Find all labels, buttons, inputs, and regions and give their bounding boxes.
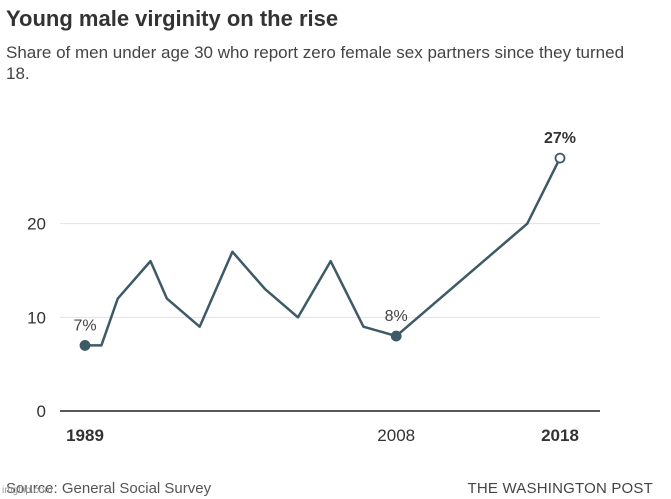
publisher-credit: THE WASHINGTON POST bbox=[467, 480, 653, 497]
series-line-0 bbox=[83, 156, 562, 347]
x-tick-label-1989: 1989 bbox=[66, 426, 104, 445]
x-tick-label-2018: 2018 bbox=[541, 426, 579, 445]
data-label-2018: 27% bbox=[544, 130, 576, 147]
y-tick-label-20: 20 bbox=[27, 215, 46, 234]
data-label-1989: 7% bbox=[73, 317, 96, 334]
x-tick-label-2008: 2008 bbox=[377, 426, 415, 445]
line-chart: 0 10 20 1989 2008 2018 7% 8% 27% bbox=[27, 130, 600, 445]
chart-subtitle: Share of men under age 30 who report zer… bbox=[6, 43, 625, 83]
chart-title: Young male virginity on the rise bbox=[6, 6, 339, 31]
y-tick-label-0: 0 bbox=[37, 402, 46, 421]
source-note: Source: General Social Survey bbox=[6, 480, 212, 497]
watermark: imgflip.com bbox=[2, 485, 53, 496]
data-point-2008 bbox=[390, 330, 402, 342]
data-point-2018 bbox=[554, 152, 566, 164]
data-label-2008: 8% bbox=[385, 308, 408, 325]
y-tick-label-10: 10 bbox=[27, 308, 46, 327]
data-point-1989 bbox=[79, 340, 91, 351]
